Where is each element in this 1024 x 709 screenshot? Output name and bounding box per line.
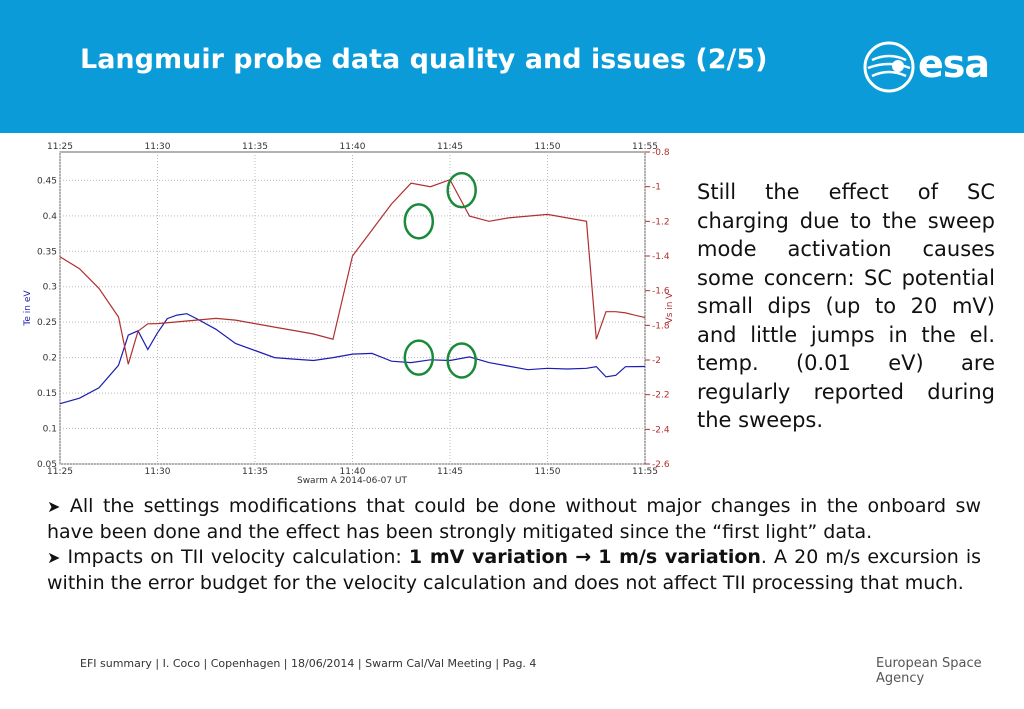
bullet-bold-text: 1 m/s variation — [598, 546, 761, 568]
x-tick-label-top: 11:35 — [242, 142, 268, 152]
y-left-tick-label: 0.25 — [37, 318, 57, 328]
bullet-arrow-icon: ➤ — [47, 548, 61, 567]
x-tick-label-top: 11:50 — [535, 142, 561, 152]
x-tick-label: 11:25 — [47, 467, 73, 477]
x-tick-label: 11:40 — [340, 467, 366, 477]
y-right-tick-label: -0.8 — [652, 148, 670, 158]
bullet-text: Impacts on TII velocity calculation: — [67, 546, 409, 568]
bullet-text: All the settings modifications that coul… — [47, 495, 981, 543]
esa-logo-text: esa — [918, 42, 990, 86]
bullet-list: ➤ All the settings modifications that co… — [47, 494, 981, 596]
x-tick-label: 11:50 — [535, 467, 561, 477]
esa-logo: esa — [862, 40, 1002, 93]
y-left-tick-label: 0.2 — [43, 354, 57, 364]
y-right-tick-label: -2.6 — [652, 460, 670, 470]
bullet-item: ➤ All the settings modifications that co… — [47, 494, 981, 545]
right-arrow-icon: → — [575, 546, 592, 568]
annotation-circle — [403, 203, 435, 240]
y-right-tick-label: -1.2 — [652, 217, 670, 227]
x-axis-label: Swarm A 2014-06-07 UT — [297, 476, 408, 486]
chart-annotations — [403, 171, 477, 379]
vs-series-line — [59, 178, 646, 365]
y-left-tick-label: 0.4 — [43, 212, 58, 222]
annotation-circle — [446, 171, 477, 209]
x-tick-label-top: 11:55 — [632, 142, 658, 152]
bullet-arrow-icon: ➤ — [47, 497, 61, 516]
langmuir-chart: 11:25 11:25 11:30 11:30 11:35 11:35 11:40 11:40… — [23, 142, 675, 486]
x-tick-label-top: 11:45 — [437, 142, 463, 152]
y-axis-right-label: Vs in V — [665, 292, 675, 324]
y-axis-left-label: Te in eV — [23, 290, 33, 327]
x-tick-label: 11:45 — [437, 467, 463, 477]
y-right-tick-label: -1.8 — [652, 321, 670, 331]
y-left-tick-label: 0.35 — [37, 247, 57, 257]
x-tick-label-top: 11:30 — [145, 142, 171, 152]
x-tick-label-top: 11:40 — [340, 142, 366, 152]
x-tick-label: 11:30 — [145, 467, 171, 477]
x-tick-label-top: 11:25 — [47, 142, 73, 152]
x-tick-label: 11:35 — [242, 467, 268, 477]
y-left-tick-label: 0.45 — [37, 176, 57, 186]
y-right-tick-label: -1.4 — [652, 252, 670, 262]
esa-globe-icon — [863, 41, 915, 93]
y-left-tick-label: 0.3 — [43, 283, 57, 293]
side-commentary: Still the effect of SC charging due to t… — [697, 180, 995, 432]
y-right-tick-label: -1 — [652, 183, 661, 193]
annotation-circle — [403, 339, 435, 376]
slide-title: Langmuir probe data quality and issues (… — [80, 44, 768, 75]
chart-series — [59, 178, 646, 405]
x-tick-label: 11:55 — [632, 467, 658, 477]
chart-ticks: 11:25 11:25 11:30 11:30 11:35 11:35 11:40 11:40… — [37, 142, 670, 477]
annotation-circle — [446, 342, 477, 379]
y-right-tick-label: -1.6 — [652, 287, 670, 297]
y-right-tick-label: -2.2 — [652, 391, 670, 401]
y-right-tick-label: -2 — [652, 356, 661, 366]
te-series-line — [59, 313, 646, 405]
chart-grid — [59, 152, 646, 465]
y-right-tick-label: -2.4 — [652, 425, 670, 435]
y-left-tick-label: 0.1 — [43, 425, 57, 435]
y-left-tick-label: 0.05 — [37, 460, 57, 470]
bullet-bold-text: 1 mV variation — [408, 546, 569, 568]
bullet-item: ➤ Impacts on TII velocity calculation: 1… — [47, 545, 981, 596]
agency-name: European Space Agency — [876, 656, 982, 686]
slide-footer: EFI summary | I. Coco | Copenhagen | 18/… — [80, 657, 537, 670]
slide-header: Langmuir probe data quality and issues (… — [0, 0, 1024, 133]
y-left-tick-label: 0.15 — [37, 389, 57, 399]
bullet-text: . A 20 m/s excursion is within the error… — [47, 546, 982, 594]
